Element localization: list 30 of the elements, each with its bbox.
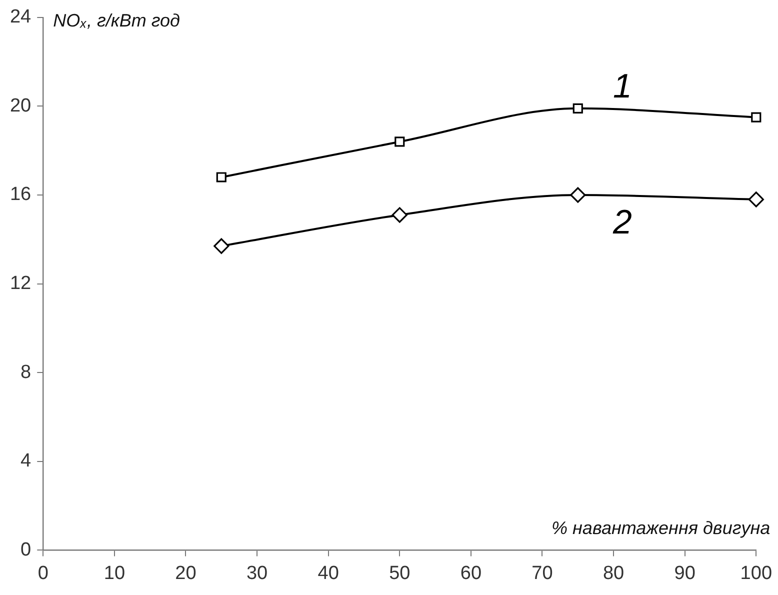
point [751,112,762,122]
x-tick-label: 80 [602,562,624,584]
x-tick-label: 50 [389,562,410,584]
x-tick-label: 10 [104,562,126,584]
series-label: 1 [613,67,632,106]
y-tick-label: 16 [10,184,32,206]
x-tick-label: 30 [246,562,268,584]
y-tick-label: 4 [20,450,32,472]
point [570,187,586,203]
point [748,192,764,208]
x-tick-label: 0 [38,562,48,584]
y-tick-label: 20 [10,95,32,116]
x-tick-label: 20 [175,562,196,584]
point [392,207,408,223]
y-tick-label: 12 [10,273,32,294]
x-tick-label: 90 [674,562,696,584]
point [216,172,226,182]
y-tick-label: 0 [20,539,32,560]
series-label: 2 [612,204,632,242]
point [214,238,230,254]
y-axis-title: NOₓ, г/кВт год [53,10,180,30]
x-tick-label: 40 [318,562,339,584]
y-tick-label: 24 [10,6,32,28]
point [394,136,405,147]
x-tick-label: 70 [532,562,553,584]
y-tick-label: 8 [20,362,32,383]
x-axis-title: % навантаження двигуна [552,518,770,538]
x-tick-label: 60 [460,562,482,584]
x-tick-label: 100 [740,562,772,584]
point [572,103,583,114]
